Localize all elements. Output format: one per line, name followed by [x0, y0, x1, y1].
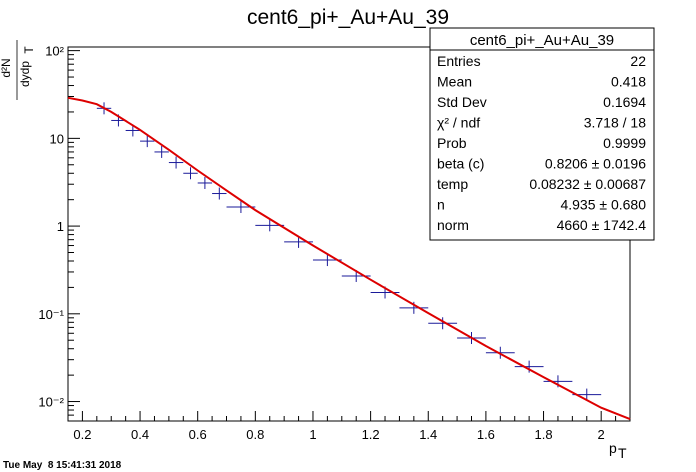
stats-row-label: beta (c)	[437, 156, 484, 172]
x-axis-label-sub: T	[618, 445, 627, 461]
stats-row-value: 4660 ± 1742.4	[557, 217, 647, 233]
y-tick-label: 1	[57, 219, 64, 234]
x-axis-label: p T	[609, 440, 627, 461]
stats-row-label: Entries	[437, 53, 481, 69]
stats-row-label: χ² / ndf	[437, 115, 480, 131]
stats-row-value: 0.1694	[603, 94, 646, 110]
y-tick-label: 10²	[45, 44, 64, 59]
canvas-title: cent6_pi+_Au+Au_39	[247, 6, 449, 29]
stats-row-label: Prob	[437, 135, 467, 151]
y-axis-label: d²N dydp T	[0, 40, 36, 100]
stats-row-value: 22	[630, 53, 646, 69]
stats-row-label: temp	[437, 176, 468, 192]
y-tick-label: 10⁻¹	[38, 307, 64, 322]
timestamp: Tue May 8 15:41:31 2018	[3, 460, 122, 471]
x-tick-label: 0.6	[189, 427, 207, 442]
x-tick-label: 1.4	[419, 427, 437, 442]
stats-row-value: 0.8206 ± 0.0196	[545, 156, 646, 172]
x-tick-label: 0.8	[246, 427, 264, 442]
stats-row-value: 0.9999	[603, 135, 646, 151]
x-tick-label: 1.8	[534, 427, 552, 442]
x-tick-label: 2	[598, 427, 605, 442]
y-axis-label-numerator: d²N	[0, 58, 13, 77]
stats-row-label: norm	[437, 217, 469, 233]
y-axis-label-denominator-sub: T	[22, 46, 36, 54]
x-tick-label: 0.4	[131, 427, 149, 442]
y-axis-ticks: 10⁻² 10⁻¹ 1 10 10²	[38, 44, 80, 421]
y-tick-label: 10⁻²	[38, 395, 64, 410]
data-point	[515, 361, 544, 373]
stats-row-value: 3.718 / 18	[584, 115, 646, 131]
x-tick-label: 1.6	[477, 427, 495, 442]
y-tick-label: 10	[50, 131, 64, 146]
x-tick-label: 0.2	[73, 427, 91, 442]
x-axis-ticks: 0.2 0.4 0.6 0.8 1 1.2 1.4 1.6 1.8 2	[73, 411, 630, 442]
stats-box: cent6_pi+_Au+Au_39 Entries 22 Mean 0.418 Std…	[430, 28, 654, 240]
stats-row-label: n	[437, 197, 445, 213]
stats-row-label: Mean	[437, 74, 472, 90]
stats-row-label: Std Dev	[437, 94, 487, 110]
stats-box-title: cent6_pi+_Au+Au_39	[470, 32, 614, 49]
stats-row-value: 0.08232 ± 0.00687	[529, 176, 646, 192]
x-axis-label-main: p	[609, 440, 617, 456]
x-tick-label: 1.2	[362, 427, 380, 442]
x-tick-label: 1	[309, 427, 316, 442]
stats-row-value: 0.418	[611, 74, 646, 90]
data-point	[140, 135, 154, 147]
stats-row-value: 4.935 ± 0.680	[560, 197, 646, 213]
y-axis-label-denominator: dydp	[18, 61, 32, 87]
